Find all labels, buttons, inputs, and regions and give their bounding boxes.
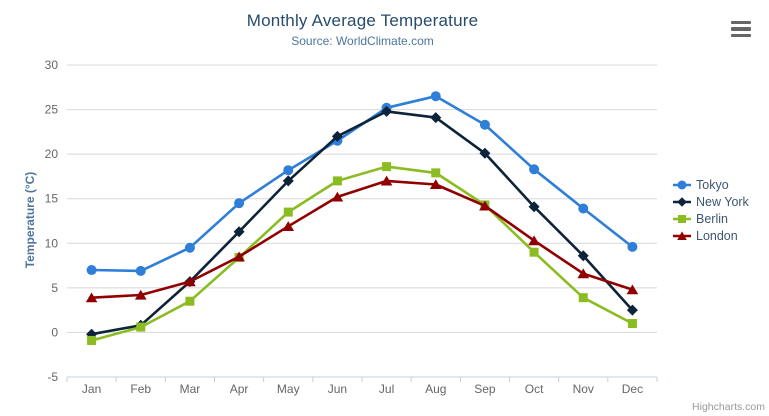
- point-berlin-nov[interactable]: [578, 293, 588, 303]
- credits-link[interactable]: Highcharts.com: [692, 401, 765, 413]
- point-new-york-oct[interactable]: [528, 201, 540, 213]
- export-menu-button[interactable]: [727, 16, 755, 42]
- point-berlin-mar[interactable]: [185, 296, 195, 306]
- point-london-jun[interactable]: [331, 191, 344, 202]
- point-new-york-aug[interactable]: [430, 112, 442, 124]
- point-berlin-jul[interactable]: [382, 162, 392, 172]
- legend-marker-circle-icon: [673, 180, 691, 189]
- point-tokyo-mar[interactable]: [184, 242, 195, 253]
- legend-marker-shape: [678, 214, 686, 223]
- series-line-berlin: [90, 165, 634, 342]
- point-london-jul[interactable]: [380, 175, 393, 186]
- y-axis-label: 15: [45, 192, 59, 206]
- point-berlin-may[interactable]: [283, 207, 293, 217]
- series-new-york: [86, 105, 638, 340]
- x-axis-label: Feb: [130, 382, 151, 396]
- series-line-london: [90, 179, 634, 299]
- point-london-nov[interactable]: [577, 268, 590, 279]
- point-berlin-dec[interactable]: [627, 319, 637, 329]
- point-london-aug[interactable]: [429, 179, 442, 190]
- legend-item-berlin[interactable]: Berlin: [673, 210, 749, 227]
- x-axis-label: Oct: [525, 382, 544, 396]
- point-tokyo-aug[interactable]: [430, 91, 441, 102]
- legend-item-tokyo[interactable]: Tokyo: [673, 176, 749, 193]
- legend-item-label: Tokyo: [696, 177, 729, 192]
- point-london-feb[interactable]: [134, 289, 147, 300]
- x-axis-label: Mar: [180, 382, 201, 396]
- point-berlin-aug[interactable]: [431, 168, 441, 178]
- legend-marker-square-icon: [673, 214, 691, 223]
- legend-item-london[interactable]: London: [673, 227, 749, 244]
- y-axis-label: 0: [51, 325, 58, 339]
- point-tokyo-may[interactable]: [283, 165, 294, 176]
- legend-item-label: London: [696, 228, 738, 243]
- legend-marker-shape: [677, 196, 687, 207]
- point-london-oct[interactable]: [528, 235, 540, 246]
- point-london-apr[interactable]: [233, 251, 245, 262]
- chart-subtitle: Source: WorldClimate.com: [291, 34, 434, 48]
- point-london-mar[interactable]: [184, 276, 196, 287]
- y-axis-title: Temperature (°C): [23, 171, 37, 269]
- y-axis-label: 30: [45, 58, 59, 72]
- x-axis-label: Jan: [82, 382, 101, 396]
- point-berlin-jun[interactable]: [332, 176, 342, 186]
- legend-marker-shape: [677, 180, 687, 189]
- point-london-may[interactable]: [282, 221, 295, 231]
- point-new-york-nov[interactable]: [577, 250, 589, 262]
- x-axis-label: Sep: [474, 382, 496, 396]
- point-new-york-jul[interactable]: [381, 105, 393, 117]
- point-tokyo-jan[interactable]: [86, 265, 97, 276]
- legend-item-label: Berlin: [696, 211, 728, 226]
- point-london-dec[interactable]: [626, 284, 639, 295]
- point-new-york-may[interactable]: [282, 175, 294, 187]
- point-london-jan[interactable]: [85, 292, 98, 303]
- point-tokyo-nov[interactable]: [578, 203, 589, 214]
- series-line-new-york: [90, 110, 634, 336]
- x-axis-label: Nov: [573, 382, 594, 396]
- point-new-york-apr[interactable]: [233, 226, 245, 238]
- hamburger-icon: [731, 21, 751, 25]
- point-tokyo-sep[interactable]: [479, 119, 490, 130]
- point-berlin-oct[interactable]: [529, 247, 539, 257]
- legend-marker-shape: [677, 230, 687, 240]
- x-axis-label: Aug: [425, 382, 446, 396]
- y-axis-label: -5: [47, 370, 58, 384]
- y-axis-label: 20: [45, 147, 59, 161]
- legend-marker-triangle-icon: [673, 230, 691, 240]
- point-tokyo-dec[interactable]: [627, 241, 638, 252]
- point-london-sep[interactable]: [479, 200, 491, 211]
- point-tokyo-oct[interactable]: [529, 164, 540, 175]
- x-axis-label: Apr: [230, 382, 249, 396]
- point-tokyo-feb[interactable]: [135, 265, 146, 276]
- y-axis-label: 25: [45, 103, 59, 117]
- point-new-york-sep[interactable]: [479, 147, 491, 159]
- point-berlin-jan[interactable]: [87, 335, 97, 345]
- x-axis-label: Jul: [379, 382, 394, 396]
- series-london: [85, 175, 639, 303]
- point-berlin-feb[interactable]: [136, 322, 146, 332]
- series-tokyo: [86, 91, 638, 276]
- chart-title: Monthly Average Temperature: [246, 11, 479, 30]
- legend-item-new-york[interactable]: New York: [673, 193, 749, 210]
- legend-item-label: New York: [696, 194, 749, 209]
- point-new-york-jun[interactable]: [331, 130, 343, 142]
- legend: Tokyo New York Berlin London: [673, 176, 749, 244]
- legend-marker-diamond-icon: [673, 196, 691, 207]
- y-axis-label: 10: [45, 236, 59, 250]
- point-new-york-dec[interactable]: [626, 304, 638, 316]
- y-axis-label: 5: [51, 281, 58, 295]
- point-tokyo-apr[interactable]: [234, 198, 245, 209]
- x-axis-label: Jun: [328, 382, 347, 396]
- x-axis-label: May: [277, 382, 300, 396]
- x-axis-label: Dec: [622, 382, 643, 396]
